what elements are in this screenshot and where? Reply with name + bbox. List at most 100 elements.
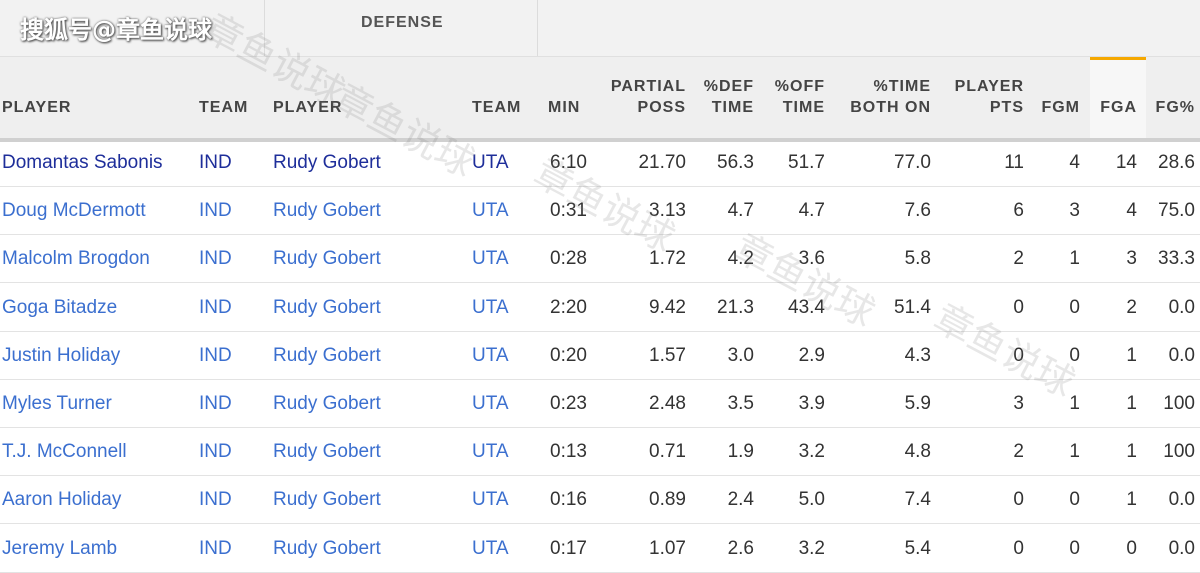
cell-player-pts: 0 bbox=[1013, 489, 1024, 511]
cell-time-both-on: 4.3 bbox=[904, 344, 931, 366]
header-partial-poss-line1: PARTIAL bbox=[610, 78, 686, 95]
cell-time-both-on: 51.4 bbox=[894, 296, 931, 318]
defender-team-link[interactable]: UTA bbox=[472, 537, 509, 559]
team-link[interactable]: IND bbox=[199, 296, 232, 318]
cell-fg-pct: 0.0 bbox=[1168, 344, 1195, 366]
cell-fgm: 1 bbox=[1069, 441, 1080, 463]
defender-name-link[interactable]: Rudy Gobert bbox=[273, 489, 381, 511]
cell-min: 0:23 bbox=[550, 393, 587, 414]
team-link[interactable]: IND bbox=[199, 489, 232, 511]
team-link[interactable]: IND bbox=[199, 537, 232, 559]
cell-def-time: 3.0 bbox=[727, 344, 754, 366]
cell-min: 0:28 bbox=[550, 248, 587, 270]
cell-off-time: 4.7 bbox=[798, 200, 825, 222]
cell-partial-poss: 9.42 bbox=[649, 296, 686, 318]
cell-def-time: 4.2 bbox=[727, 248, 754, 270]
player-name-link[interactable]: Jeremy Lamb bbox=[2, 537, 118, 559]
header-partial-poss-line2: POSS bbox=[637, 99, 686, 116]
team-link[interactable]: IND bbox=[199, 344, 232, 366]
header-def-team[interactable]: TEAM bbox=[472, 99, 522, 116]
cell-off-time: 3.2 bbox=[798, 441, 825, 463]
cell-min: 0:31 bbox=[550, 200, 587, 222]
defender-name-link[interactable]: Rudy Gobert bbox=[273, 441, 381, 463]
defender-name-link[interactable]: Rudy Gobert bbox=[273, 200, 381, 222]
header-team[interactable]: TEAM bbox=[199, 99, 249, 116]
defender-team-link[interactable]: UTA bbox=[472, 248, 509, 270]
table-row: T.J. McConnell IND Rudy Gobert UTA 0:13 0.71 1… bbox=[0, 428, 1200, 477]
cell-fga: 2 bbox=[1126, 296, 1137, 318]
cell-time-both-on: 4.8 bbox=[904, 441, 931, 463]
cell-def-time: 21.3 bbox=[717, 296, 754, 318]
cell-fgm: 1 bbox=[1069, 393, 1080, 414]
defender-name-link[interactable]: Rudy Gobert bbox=[273, 296, 381, 318]
header-min[interactable]: MIN bbox=[548, 99, 581, 116]
defender-name-link[interactable]: Rudy Gobert bbox=[273, 344, 381, 366]
cell-fgm: 0 bbox=[1069, 537, 1080, 559]
cell-fg-pct: 100 bbox=[1163, 393, 1195, 414]
cell-time-both-on: 5.4 bbox=[904, 537, 931, 559]
header-divider bbox=[0, 138, 1200, 142]
team-link[interactable]: IND bbox=[199, 200, 232, 222]
cell-def-time: 1.9 bbox=[727, 441, 754, 463]
header-time-both-on[interactable]: %TIME BOTH ON bbox=[850, 76, 931, 118]
header-player[interactable]: PLAYER bbox=[2, 99, 72, 116]
defender-name-link[interactable]: Rudy Gobert bbox=[273, 248, 381, 270]
cell-fga: 1 bbox=[1126, 344, 1137, 366]
player-name-link[interactable]: Aaron Holiday bbox=[2, 489, 122, 511]
player-name-link[interactable]: T.J. McConnell bbox=[2, 441, 127, 463]
defender-team-link[interactable]: UTA bbox=[472, 489, 509, 511]
header-fg-pct[interactable]: FG% bbox=[1155, 99, 1195, 116]
defender-team-link[interactable]: UTA bbox=[472, 393, 509, 414]
header-def-player[interactable]: PLAYER bbox=[273, 99, 343, 116]
cell-min: 2:20 bbox=[550, 296, 587, 318]
cell-off-time: 3.2 bbox=[798, 537, 825, 559]
header-def-time[interactable]: %DEF TIME bbox=[704, 76, 754, 118]
cell-off-time: 3.9 bbox=[798, 393, 825, 414]
table-row: Doug McDermott IND Rudy Gobert UTA 0:31 3.13 4… bbox=[0, 187, 1200, 236]
cell-partial-poss: 1.72 bbox=[649, 248, 686, 270]
player-name-link[interactable]: Domantas Sabonis bbox=[2, 152, 163, 173]
team-link[interactable]: IND bbox=[199, 152, 232, 173]
player-name-link[interactable]: Malcolm Brogdon bbox=[2, 248, 150, 270]
table-row: Goga Bitadze IND Rudy Gobert UTA 2:20 9.42 21.… bbox=[0, 284, 1200, 332]
player-name-link[interactable]: Goga Bitadze bbox=[2, 296, 118, 318]
player-name-link[interactable]: Justin Holiday bbox=[2, 344, 121, 366]
defender-team-link[interactable]: UTA bbox=[472, 344, 509, 366]
cell-off-time: 2.9 bbox=[798, 344, 825, 366]
player-name-link[interactable]: Myles Turner bbox=[2, 393, 112, 414]
cell-off-time: 5.0 bbox=[798, 489, 825, 511]
cell-fga: 1 bbox=[1126, 393, 1137, 414]
header-off-time[interactable]: %OFF TIME bbox=[775, 76, 825, 118]
header-partial-poss[interactable]: PARTIAL POSS bbox=[611, 76, 686, 118]
cell-time-both-on: 7.6 bbox=[904, 200, 931, 222]
cell-fgm: 3 bbox=[1069, 200, 1080, 222]
defender-team-link[interactable]: UTA bbox=[472, 441, 509, 463]
defender-team-link[interactable]: UTA bbox=[472, 152, 509, 173]
cell-time-both-on: 7.4 bbox=[904, 489, 931, 511]
header-player-pts[interactable]: PLAYER PTS bbox=[955, 76, 1024, 118]
cell-fgm: 0 bbox=[1069, 296, 1080, 318]
cell-fga: 4 bbox=[1126, 200, 1137, 222]
defender-name-link[interactable]: Rudy Gobert bbox=[273, 537, 381, 559]
defender-team-link[interactable]: UTA bbox=[472, 200, 509, 222]
cell-off-time: 51.7 bbox=[788, 152, 825, 173]
table-row: Malcolm Brogdon IND Rudy Gobert UTA 0:28 1.72… bbox=[0, 235, 1200, 284]
team-link[interactable]: IND bbox=[199, 393, 232, 414]
cell-partial-poss: 3.13 bbox=[649, 200, 686, 222]
header-fga[interactable]: FGA bbox=[1100, 99, 1137, 116]
cell-player-pts: 2 bbox=[1013, 441, 1024, 463]
cell-fga: 3 bbox=[1126, 248, 1137, 270]
cell-fga: 14 bbox=[1115, 152, 1137, 173]
defender-name-link[interactable]: Rudy Gobert bbox=[273, 393, 381, 414]
header-def-time-line2: TIME bbox=[711, 99, 754, 116]
defender-team-link[interactable]: UTA bbox=[472, 296, 509, 318]
team-link[interactable]: IND bbox=[199, 441, 232, 463]
header-fgm[interactable]: FGM bbox=[1041, 99, 1080, 116]
cell-fg-pct: 0.0 bbox=[1168, 489, 1195, 511]
cell-fga: 1 bbox=[1126, 441, 1137, 463]
player-name-link[interactable]: Doug McDermott bbox=[2, 200, 146, 222]
defender-name-link[interactable]: Rudy Gobert bbox=[273, 152, 381, 173]
team-link[interactable]: IND bbox=[199, 248, 232, 270]
group-cell-defense: DEFENSE bbox=[265, 0, 538, 56]
table-row: Domantas Sabonis IND Rudy Gobert UTA 6:10 21.… bbox=[0, 139, 1200, 187]
